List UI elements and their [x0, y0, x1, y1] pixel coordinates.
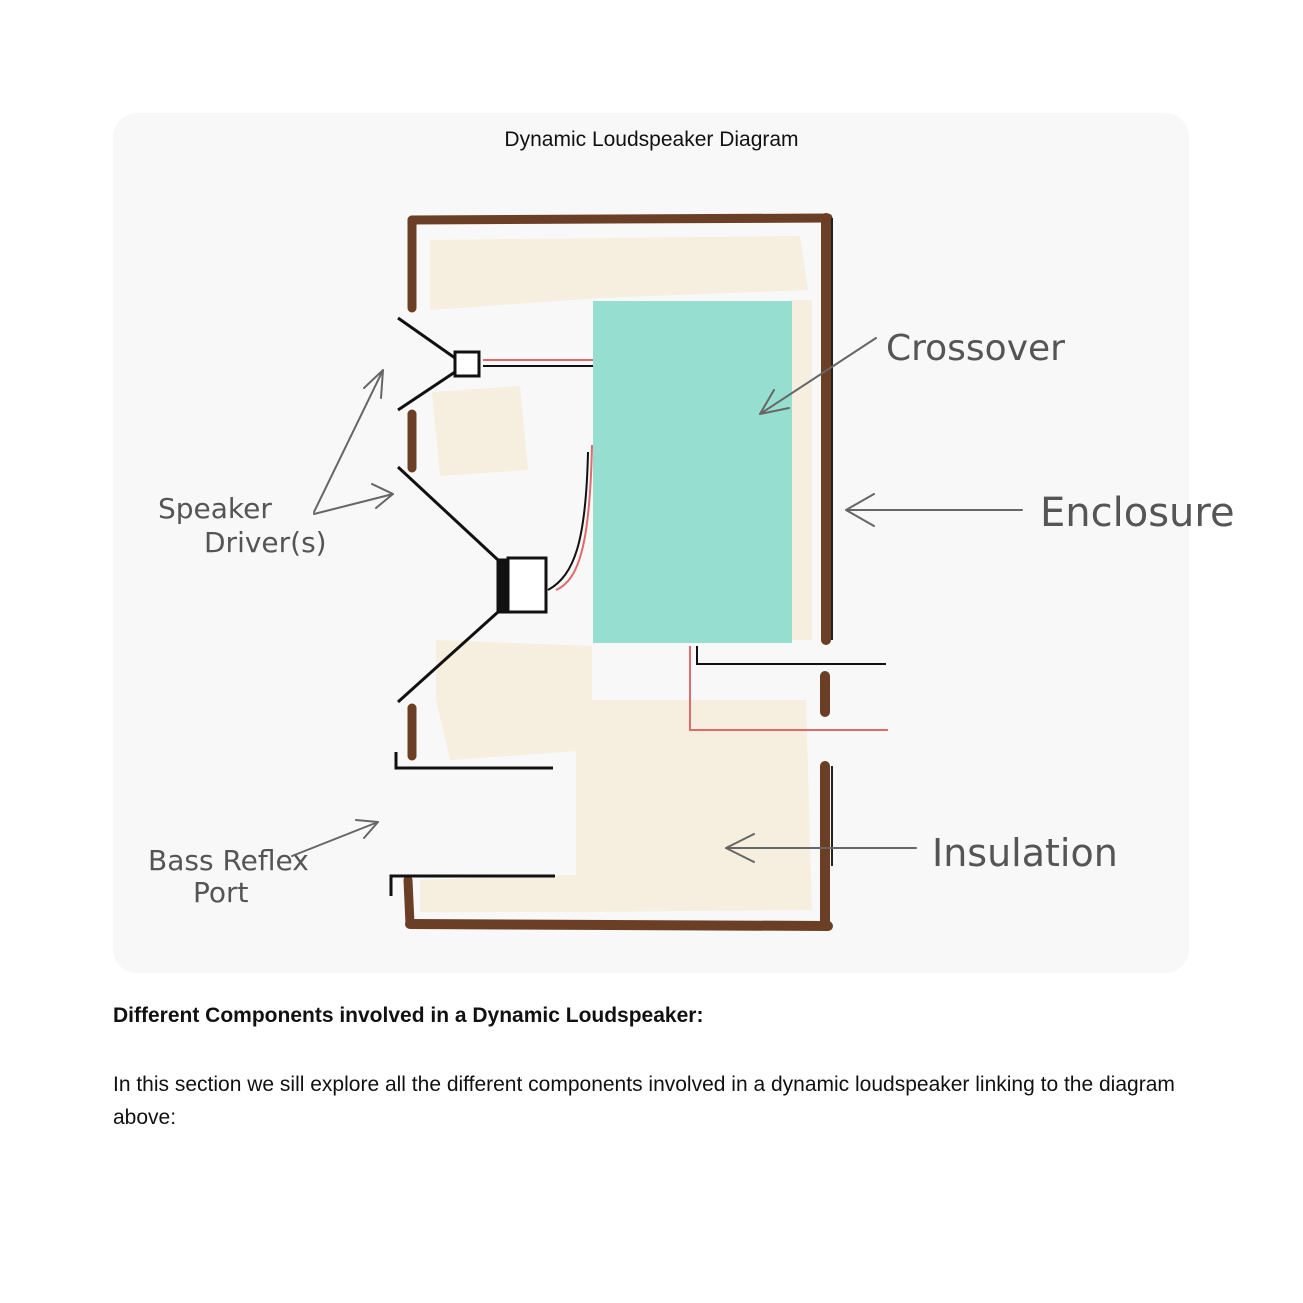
loudspeaker-diagram: Crossover Enclosure Insulation Speaker D…: [148, 213, 1235, 931]
crossover-arrow: [759, 337, 877, 415]
enclosure-bottom-wall: [405, 919, 833, 931]
speaker-driver-label-line1: Speaker: [158, 492, 272, 525]
bass-reflex-label-line2: Port: [193, 876, 249, 909]
insulation-fill: [420, 236, 812, 912]
diagram-caption: Dynamic Loudspeaker Diagram: [504, 128, 799, 151]
bass-reflex-label-line1: Bass Reflex: [148, 844, 309, 877]
enclosure-top-wall: [407, 213, 833, 225]
speaker-driver-arrow-upper: [313, 369, 384, 513]
speaker-driver-arrow-lower: [313, 483, 394, 515]
enclosure: [403, 213, 833, 931]
bass-reflex-arrow: [291, 819, 379, 857]
section-heading: Different Components involved in a Dynam…: [113, 1004, 704, 1027]
section-body-text: In this section we sill explore all the …: [113, 1073, 1175, 1129]
speaker-driver-label-line2: Driver(s): [204, 526, 327, 559]
crossover-label: Crossover: [886, 328, 1065, 369]
insulation-label: Insulation: [932, 831, 1118, 875]
enclosure-left-bottom: [403, 875, 415, 929]
annotation-arrows: [291, 337, 1023, 863]
tweeter-driver: [397, 316, 481, 412]
bass-reflex-port-tube: [389, 752, 555, 896]
insulation-arrow: [725, 833, 917, 863]
woofer-driver: [396, 465, 548, 704]
enclosure-arrow: [845, 493, 1023, 527]
wiring: [483, 359, 888, 731]
crossover-board: [593, 301, 792, 643]
enclosure-label: Enclosure: [1040, 490, 1235, 536]
